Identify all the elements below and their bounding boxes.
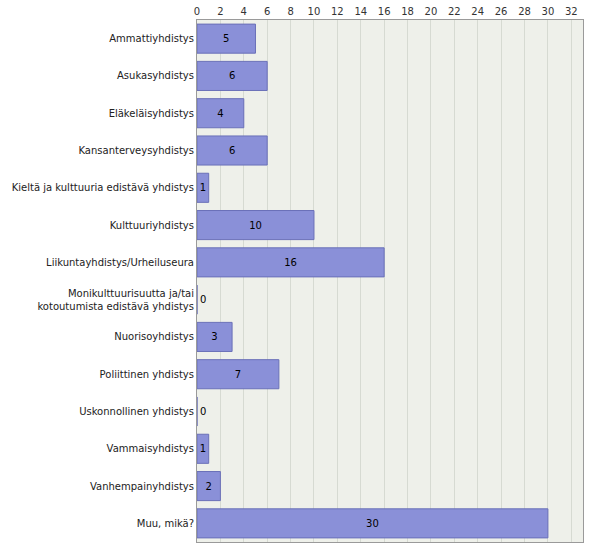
svg-text:2: 2 [217, 6, 223, 17]
svg-text:14: 14 [354, 6, 367, 17]
svg-text:1: 1 [200, 182, 206, 193]
svg-text:30: 30 [366, 518, 379, 529]
svg-text:6: 6 [229, 145, 235, 156]
svg-text:6: 6 [264, 6, 270, 17]
svg-text:7: 7 [235, 369, 241, 380]
svg-text:26: 26 [495, 6, 508, 17]
svg-text:Kieltä ja kulttuuria edistävä: Kieltä ja kulttuuria edistävä yhdistys [12, 182, 194, 193]
svg-text:10: 10 [308, 6, 321, 17]
svg-text:4: 4 [241, 6, 247, 17]
svg-text:Monikulttuurisuutta ja/taikoto: Monikulttuurisuutta ja/taikotoutumista e… [37, 288, 194, 312]
svg-text:0: 0 [200, 406, 206, 417]
svg-text:Liikuntayhdistys/Urheiluseura: Liikuntayhdistys/Urheiluseura [46, 257, 194, 268]
svg-text:Asukasyhdistys: Asukasyhdistys [117, 70, 194, 81]
svg-text:20: 20 [425, 6, 438, 17]
svg-text:1: 1 [200, 443, 206, 454]
svg-text:10: 10 [249, 220, 262, 231]
svg-text:2: 2 [206, 481, 212, 492]
svg-text:12: 12 [331, 6, 344, 17]
svg-text:0: 0 [200, 294, 206, 305]
svg-text:32: 32 [565, 6, 578, 17]
svg-text:8: 8 [287, 6, 293, 17]
svg-text:3: 3 [211, 331, 217, 342]
svg-text:Muu, mikä?: Muu, mikä? [137, 518, 194, 529]
svg-text:Kansanterveysyhdistys: Kansanterveysyhdistys [78, 145, 194, 156]
svg-text:6: 6 [229, 70, 235, 81]
svg-text:Ammattiyhdistys: Ammattiyhdistys [109, 33, 194, 44]
svg-text:28: 28 [518, 6, 531, 17]
svg-text:4: 4 [217, 108, 223, 119]
svg-text:0: 0 [194, 6, 200, 17]
svg-text:30: 30 [542, 6, 555, 17]
svg-text:16: 16 [378, 6, 391, 17]
svg-text:22: 22 [448, 6, 461, 17]
svg-text:Kulttuuriyhdistys: Kulttuuriyhdistys [110, 220, 194, 231]
svg-text:Vanhempainyhdistys: Vanhempainyhdistys [90, 481, 194, 492]
svg-text:Vammaisyhdistys: Vammaisyhdistys [107, 443, 194, 454]
svg-text:5: 5 [223, 33, 229, 44]
svg-text:Nuorisoyhdistys: Nuorisoyhdistys [114, 331, 194, 342]
svg-text:Poliittinen yhdistys: Poliittinen yhdistys [100, 369, 194, 380]
svg-text:Eläkeläisyhdistys: Eläkeläisyhdistys [109, 108, 194, 119]
svg-text:24: 24 [471, 6, 484, 17]
svg-text:18: 18 [401, 6, 414, 17]
svg-text:16: 16 [284, 257, 297, 268]
svg-text:Uskonnollinen yhdistys: Uskonnollinen yhdistys [79, 406, 194, 417]
